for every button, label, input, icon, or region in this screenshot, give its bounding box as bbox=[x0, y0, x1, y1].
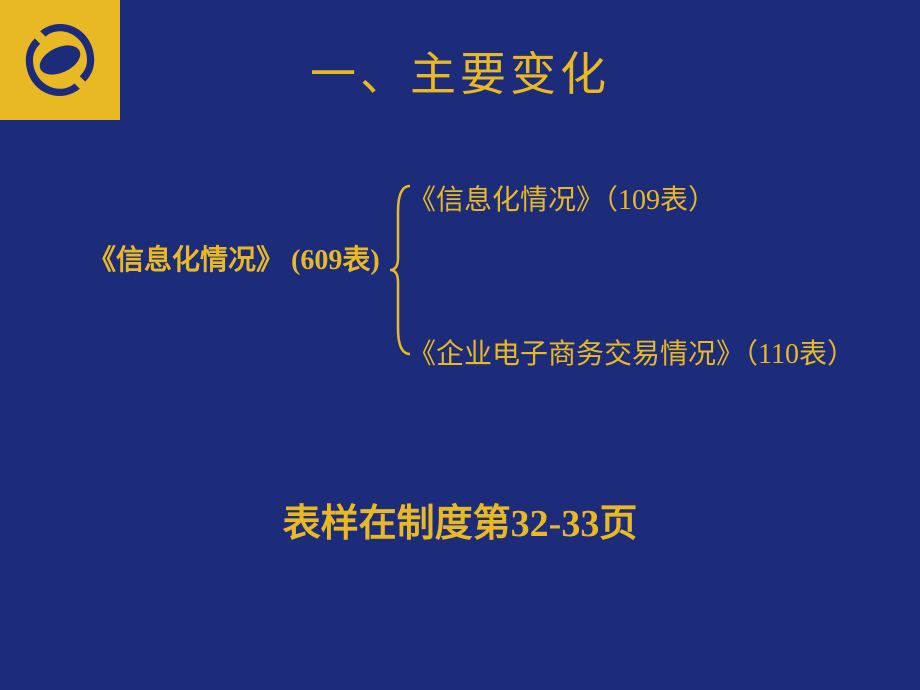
diagram-left-label: 《信息化情况》 (609表) bbox=[88, 238, 380, 278]
slide-title: 一、主要变化 bbox=[310, 38, 610, 104]
diagram-right-bottom-label: 《企业电子商务交易情况》（110表） bbox=[408, 332, 855, 372]
logo-box bbox=[0, 0, 120, 120]
footer-text: 表样在制度第32-33页 bbox=[283, 492, 638, 547]
diagram-right-top-label: 《信息化情况》（109表） bbox=[408, 178, 716, 218]
logo-icon bbox=[15, 15, 105, 105]
